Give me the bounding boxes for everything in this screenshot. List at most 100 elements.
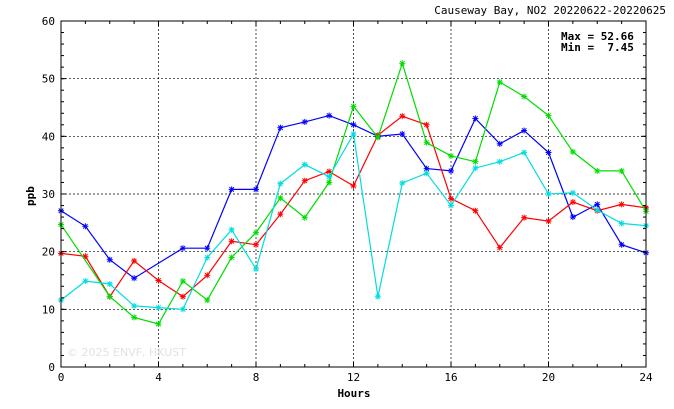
data-point xyxy=(594,201,601,208)
data-point xyxy=(301,161,308,168)
data-point xyxy=(496,158,503,165)
x-tick-label: 16 xyxy=(444,371,457,384)
data-point xyxy=(618,201,625,208)
data-point xyxy=(545,112,552,119)
data-point xyxy=(350,121,357,128)
data-point xyxy=(472,158,479,165)
data-point xyxy=(301,214,308,221)
data-point xyxy=(179,278,186,285)
data-point xyxy=(521,93,528,100)
data-point xyxy=(448,202,454,209)
data-point xyxy=(423,121,430,128)
x-tick-label: 8 xyxy=(253,371,260,384)
data-point xyxy=(253,265,259,272)
data-point xyxy=(569,199,576,206)
max-label: Max = 52.66 xyxy=(561,30,634,43)
y-tick-label: 20 xyxy=(42,246,55,259)
data-point xyxy=(228,238,235,245)
data-point xyxy=(569,148,576,155)
data-point xyxy=(204,254,211,261)
watermark: © 2025 ENVF, HKUST xyxy=(67,346,186,359)
data-point xyxy=(301,118,308,125)
data-point xyxy=(106,293,113,300)
data-point xyxy=(496,140,503,147)
data-point xyxy=(569,214,576,221)
data-point xyxy=(399,113,406,120)
data-point xyxy=(618,167,625,174)
data-point xyxy=(131,275,138,282)
data-point xyxy=(423,165,430,172)
x-tick-label: 24 xyxy=(639,371,653,384)
chart-title: Causeway Bay, NO2 20220622-20220625 xyxy=(434,4,666,17)
y-axis-label: ppb xyxy=(24,186,37,206)
data-point xyxy=(277,180,284,187)
data-point xyxy=(448,152,454,159)
data-point xyxy=(82,223,89,230)
data-point xyxy=(399,60,406,67)
y-tick-label: 10 xyxy=(42,303,55,316)
data-point xyxy=(545,218,552,225)
y-tick-label: 30 xyxy=(42,188,55,201)
y-tick-label: 0 xyxy=(48,361,55,374)
data-point xyxy=(521,127,528,134)
data-point xyxy=(399,180,406,187)
data-point xyxy=(106,280,113,287)
data-point xyxy=(228,186,235,193)
data-point xyxy=(277,124,284,131)
data-point xyxy=(350,103,357,110)
data-point xyxy=(521,149,528,156)
data-point xyxy=(131,257,138,264)
data-point xyxy=(496,79,503,86)
min-label: Min = 7.45 xyxy=(561,41,634,54)
data-point xyxy=(179,245,186,252)
data-point xyxy=(179,306,186,313)
data-point xyxy=(155,321,162,328)
data-point xyxy=(545,149,552,156)
y-tick-label: 50 xyxy=(42,73,55,86)
data-point xyxy=(326,173,333,180)
data-point xyxy=(618,220,625,227)
data-point xyxy=(253,186,259,193)
data-point xyxy=(594,167,601,174)
data-point xyxy=(569,189,576,196)
data-point xyxy=(374,293,381,300)
data-point xyxy=(301,177,308,184)
data-point xyxy=(350,131,357,138)
y-tick-label: 60 xyxy=(42,15,55,28)
data-point xyxy=(618,241,625,248)
data-point xyxy=(423,139,430,146)
data-point xyxy=(131,302,138,309)
data-point xyxy=(155,277,162,284)
data-point xyxy=(472,207,479,214)
data-point xyxy=(496,244,503,251)
series-layer xyxy=(58,60,649,328)
data-point xyxy=(448,195,454,202)
y-tick-label: 40 xyxy=(42,130,55,143)
ticks: 0 4 8 12 16 20 24 0 10 20 30 40 50 60 xyxy=(42,15,653,384)
x-tick-label: 4 xyxy=(155,371,162,384)
x-tick-label: 0 xyxy=(58,371,65,384)
data-point xyxy=(521,214,528,221)
series-4 xyxy=(58,131,649,313)
data-point xyxy=(204,245,211,252)
data-point xyxy=(374,134,381,141)
data-point xyxy=(179,293,186,300)
data-point xyxy=(399,131,406,138)
data-point xyxy=(228,254,235,261)
data-point xyxy=(350,182,357,189)
data-point xyxy=(228,226,235,233)
data-point xyxy=(131,314,138,321)
data-point xyxy=(106,256,113,263)
data-point xyxy=(277,195,284,202)
data-point xyxy=(204,272,211,279)
data-point xyxy=(326,179,333,186)
x-tick-label: 12 xyxy=(347,371,360,384)
series-line xyxy=(60,61,647,325)
data-point xyxy=(472,115,479,122)
data-point xyxy=(545,191,552,197)
data-point xyxy=(423,170,430,177)
data-point xyxy=(326,112,333,119)
series-line xyxy=(60,114,647,279)
data-point xyxy=(594,207,601,214)
data-point xyxy=(253,241,259,248)
